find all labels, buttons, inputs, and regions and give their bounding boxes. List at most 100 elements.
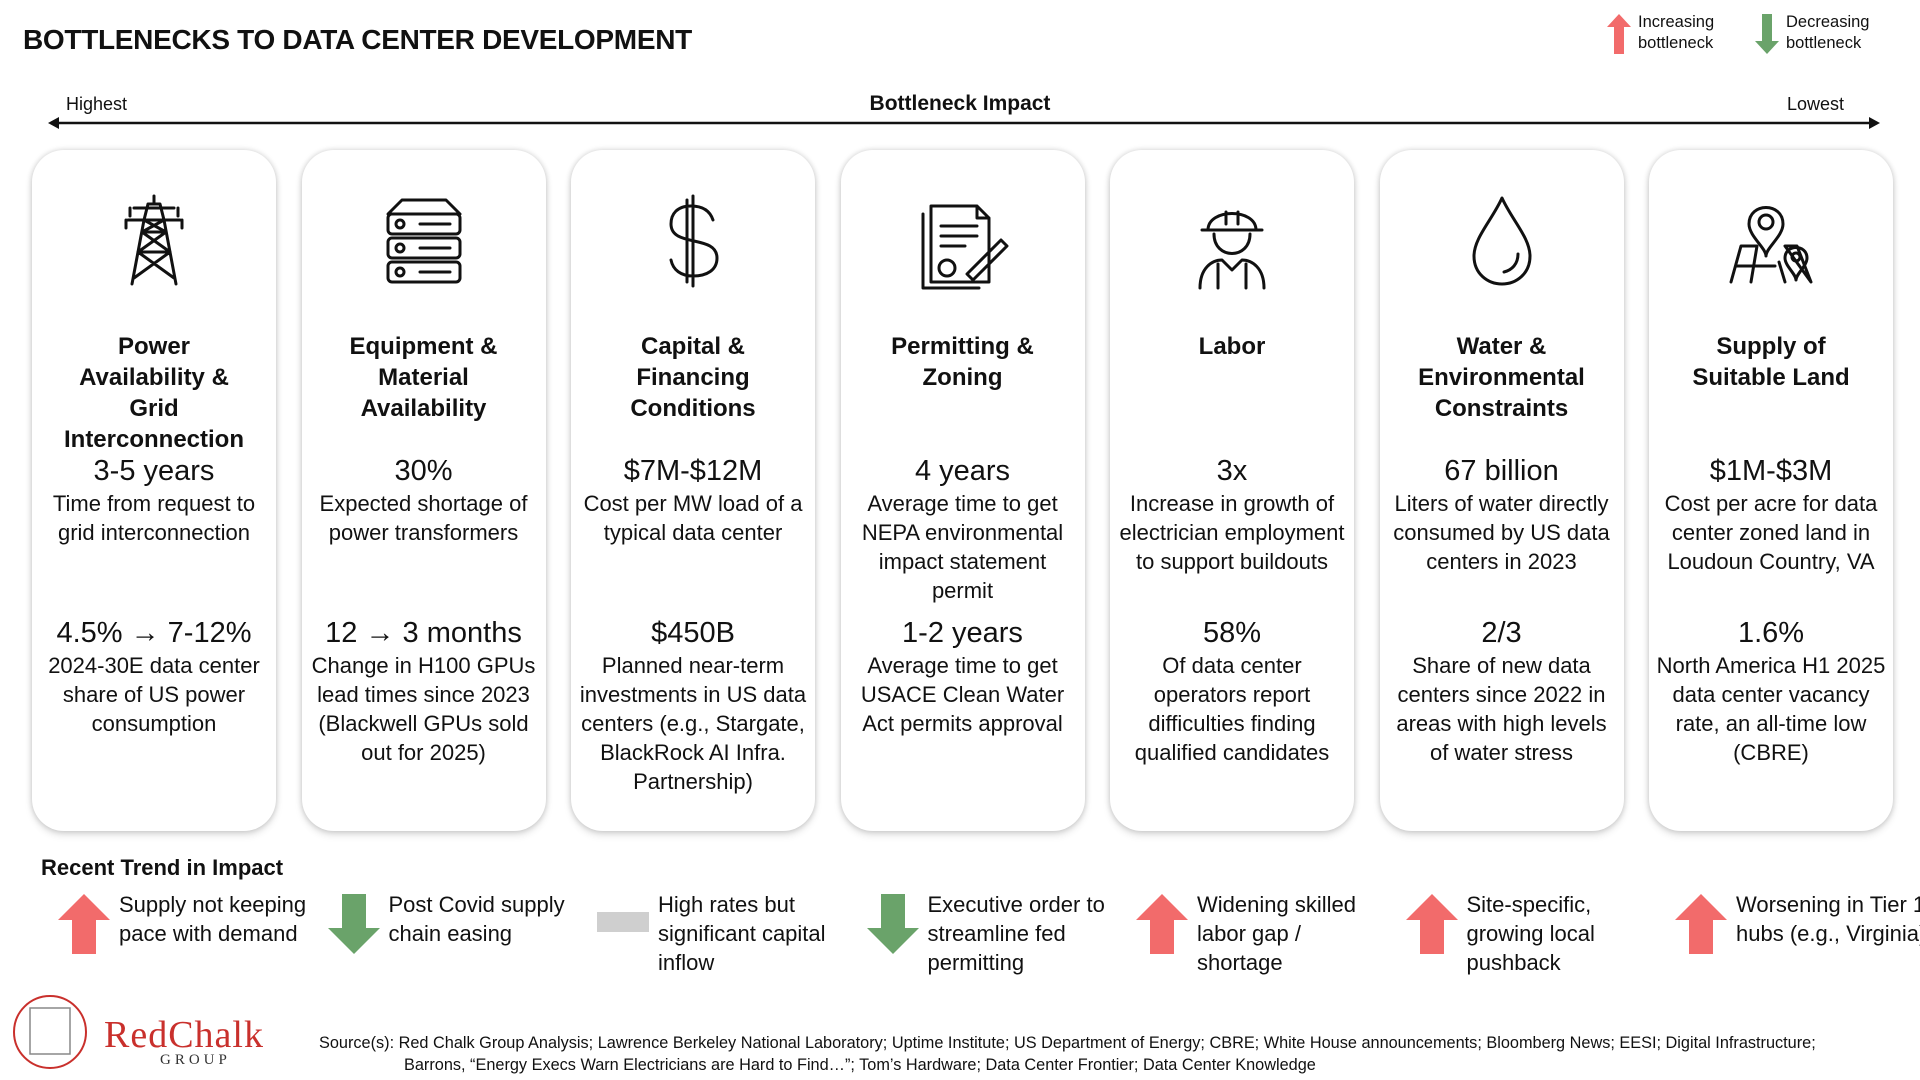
stat-label: North America H1 2025 data center vacanc… (1656, 653, 1886, 765)
logo-name: RedChalk (104, 1014, 264, 1056)
stat-label: Average time to get USACE Clean Water Ac… (860, 653, 1065, 736)
card-icon (669, 194, 719, 288)
stat-value: 4 years (914, 455, 1011, 487)
trend-down-indicator (866, 894, 919, 954)
trend-item: Post Covid supply chain easing (327, 890, 588, 980)
trend-item: Site-specific, growing local pushback (1405, 890, 1666, 980)
page-title: BOTTLENECKS TO DATA CENTER DEVELOPMENT (23, 24, 692, 55)
card: Supply of Suitable Land $1M-$3M Cost per a… (1649, 150, 1893, 831)
trend-item: Widening skilled labor gap / shortage (1136, 890, 1396, 980)
axis-title: Bottleneck Impact (869, 92, 1051, 115)
legend-down-arrow (1755, 14, 1779, 54)
stat-label: Increase in growth of electrician employ… (1119, 491, 1345, 574)
trend-text: Executive order to streamline fed permit… (927, 892, 1105, 975)
source-line: Source(s): Red Chalk Group Analysis; Law… (319, 1034, 1816, 1052)
trend-text: Site-specific, growing local pushback (1466, 892, 1595, 975)
card-icon (1472, 196, 1531, 286)
trend-up-indicator (1675, 894, 1727, 954)
stat-label: Average time to get NEPA environmental i… (861, 491, 1064, 603)
stat: 4.5% → 7-12% 2024-30E data center share o… (38, 615, 270, 738)
card: Power Availability & Grid Interconnectio… (32, 150, 276, 831)
stat-label: Change in H100 GPUs lead times since 202… (311, 653, 536, 765)
card-title: Permitting & Zoning (891, 333, 1034, 391)
trend-text: Post Covid supply chain easing (388, 892, 565, 946)
card-title: Labor (1198, 333, 1266, 360)
source-line: Barrons, “Energy Execs Warn Electricians… (404, 1056, 1316, 1074)
logo-mark (13, 995, 87, 1069)
trend-item: Executive order to streamline fed permit… (866, 890, 1127, 980)
stat: $1M-$3M Cost per acre for data center zon… (1655, 453, 1887, 605)
card: Equipment & Material Availability 30% Expe… (301, 150, 546, 831)
legend-item: Decreasing bottleneck (1755, 12, 1905, 56)
stat-label: Share of new data centers since 2022 in … (1396, 653, 1607, 765)
trend-down-indicator (327, 894, 380, 954)
trend-up-indicator (1136, 894, 1188, 954)
stat-label: Cost per acre for data center zoned land… (1664, 491, 1878, 574)
stat: 12 → 3 months Change in H100 GPUs lead ti… (308, 615, 540, 767)
legend-label: Increasing bottleneck (1638, 13, 1715, 52)
trend-up-indicator (1405, 894, 1458, 954)
trend-flat-indicator (597, 912, 649, 932)
stat-value: 2/3 (1481, 617, 1522, 649)
axis-right-label: Lowest (1786, 94, 1844, 114)
stat: 3x Increase in growth of electrician empl… (1116, 453, 1348, 605)
stat: 2/3 Share of new data centers since 2022 … (1386, 615, 1618, 767)
stat: 3-5 years Time from request to grid inter… (38, 453, 270, 605)
axis-arrow (48, 117, 1880, 129)
stat-label: Time from request to grid interconnectio… (52, 491, 256, 545)
stat-value: 3x (1216, 455, 1248, 487)
stat-value: 67 billion (1444, 455, 1559, 487)
card-title: Power Availability & Grid Interconnectio… (63, 333, 244, 453)
trend-item: Worsening in Tier 1 hubs (e.g., Virginia… (1675, 890, 1920, 980)
legend-up-arrow (1607, 14, 1631, 54)
stat-value: $450B (651, 617, 735, 649)
trend-item: Supply not keeping pace with demand (58, 890, 318, 980)
stat: 30% Expected shortage of power transforme… (308, 453, 540, 605)
card: Water & Environmental Constraints 67 bill… (1379, 150, 1624, 831)
card-icon (386, 198, 461, 284)
stat-label: Cost per MW load of a typical data cente… (583, 491, 803, 545)
card-icon (1198, 210, 1266, 290)
trend-text: Supply not keeping pace with demand (119, 892, 307, 946)
stat: 1.6% North America H1 2025 data center va… (1655, 615, 1887, 767)
card-icon (1729, 206, 1813, 284)
stat-value: 4.5% → 7-12% (56, 617, 252, 649)
stat-label: Expected shortage of power transformers (319, 491, 528, 545)
card-title: Equipment & Material Availability (349, 333, 498, 422)
stat-value: 1-2 years (902, 617, 1023, 649)
trend-text: High rates but significant capital inflo… (658, 892, 826, 975)
stat: $450B Planned near-term investments in US… (577, 615, 809, 796)
stat-value: 3-5 years (93, 455, 215, 487)
card-title: Supply of Suitable Land (1692, 333, 1850, 391)
legend-label: Decreasing bottleneck (1786, 13, 1870, 52)
card: Capital & Financing Conditions $7M-$12M Co… (571, 150, 815, 831)
stat-value: 12 → 3 months (325, 617, 522, 649)
stat-value: $7M-$12M (623, 455, 763, 487)
card-title: Capital & Financing Conditions (630, 333, 756, 422)
trend-item: High rates but significant capital inflo… (597, 890, 857, 980)
trend-up-indicator (58, 894, 110, 954)
card: Permitting & Zoning 4 years Average time t… (840, 150, 1085, 831)
trend-heading: Recent Trend in Impact (41, 855, 284, 880)
stat-label: Planned near-term investments in US data… (579, 653, 807, 794)
stat: 58% Of data center operators report diffi… (1116, 615, 1348, 767)
stat: 1-2 years Average time to get USACE Clean… (847, 615, 1079, 738)
card-title: Water & Environmental Constraints (1418, 333, 1585, 422)
card-icon (921, 204, 1008, 290)
stat-label: Of data center operators report difficul… (1134, 653, 1330, 765)
stat-value: 58% (1202, 617, 1262, 649)
trend-text: Widening skilled labor gap / shortage (1197, 892, 1356, 975)
stat-value: $1M-$3M (1709, 455, 1833, 487)
card: Labor 3x Increase in growth of electrician… (1110, 150, 1354, 831)
stat-value: 30% (394, 455, 453, 487)
legend-item: Increasing bottleneck (1607, 12, 1757, 56)
stat: $7M-$12M Cost per MW load of a typical da… (577, 453, 809, 605)
stat-label: Liters of water directly consumed by US … (1393, 491, 1610, 574)
stat-label: 2024-30E data center share of US power c… (48, 653, 260, 736)
axis-left-label: Highest (66, 94, 128, 114)
trend-text: Worsening in Tier 1 hubs (e.g., Virginia… (1736, 892, 1920, 946)
stat: 67 billion Liters of water directly consu… (1386, 453, 1618, 605)
stat-value: 1.6% (1737, 617, 1805, 649)
